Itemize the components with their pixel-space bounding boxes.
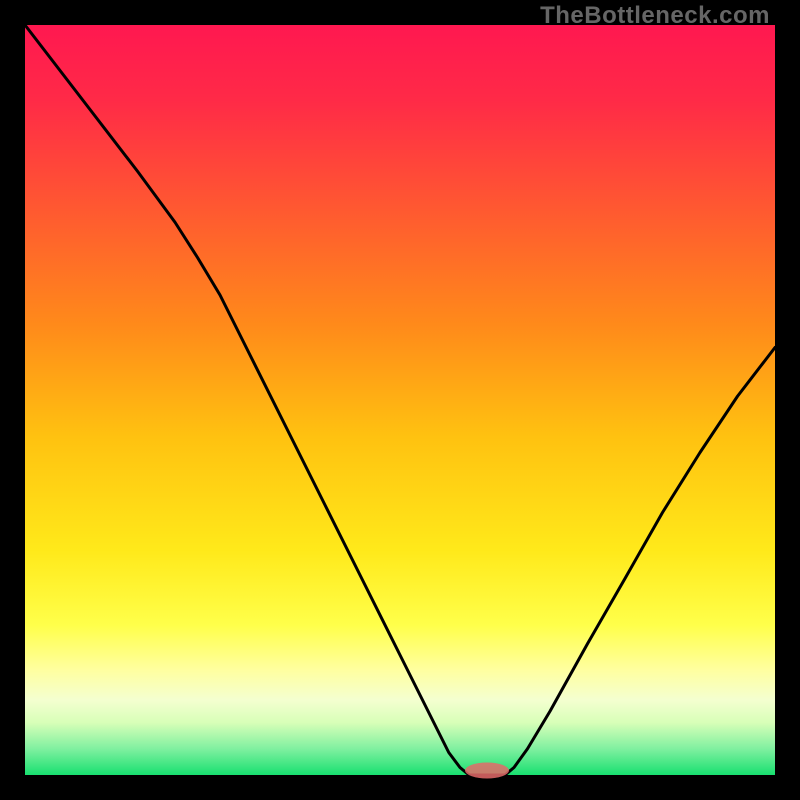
bottleneck-curve-chart <box>0 0 800 800</box>
plot-background <box>25 25 775 775</box>
chart-container: TheBottleneck.com <box>0 0 800 800</box>
watermark-text: TheBottleneck.com <box>540 2 770 30</box>
optimal-marker <box>465 763 509 779</box>
